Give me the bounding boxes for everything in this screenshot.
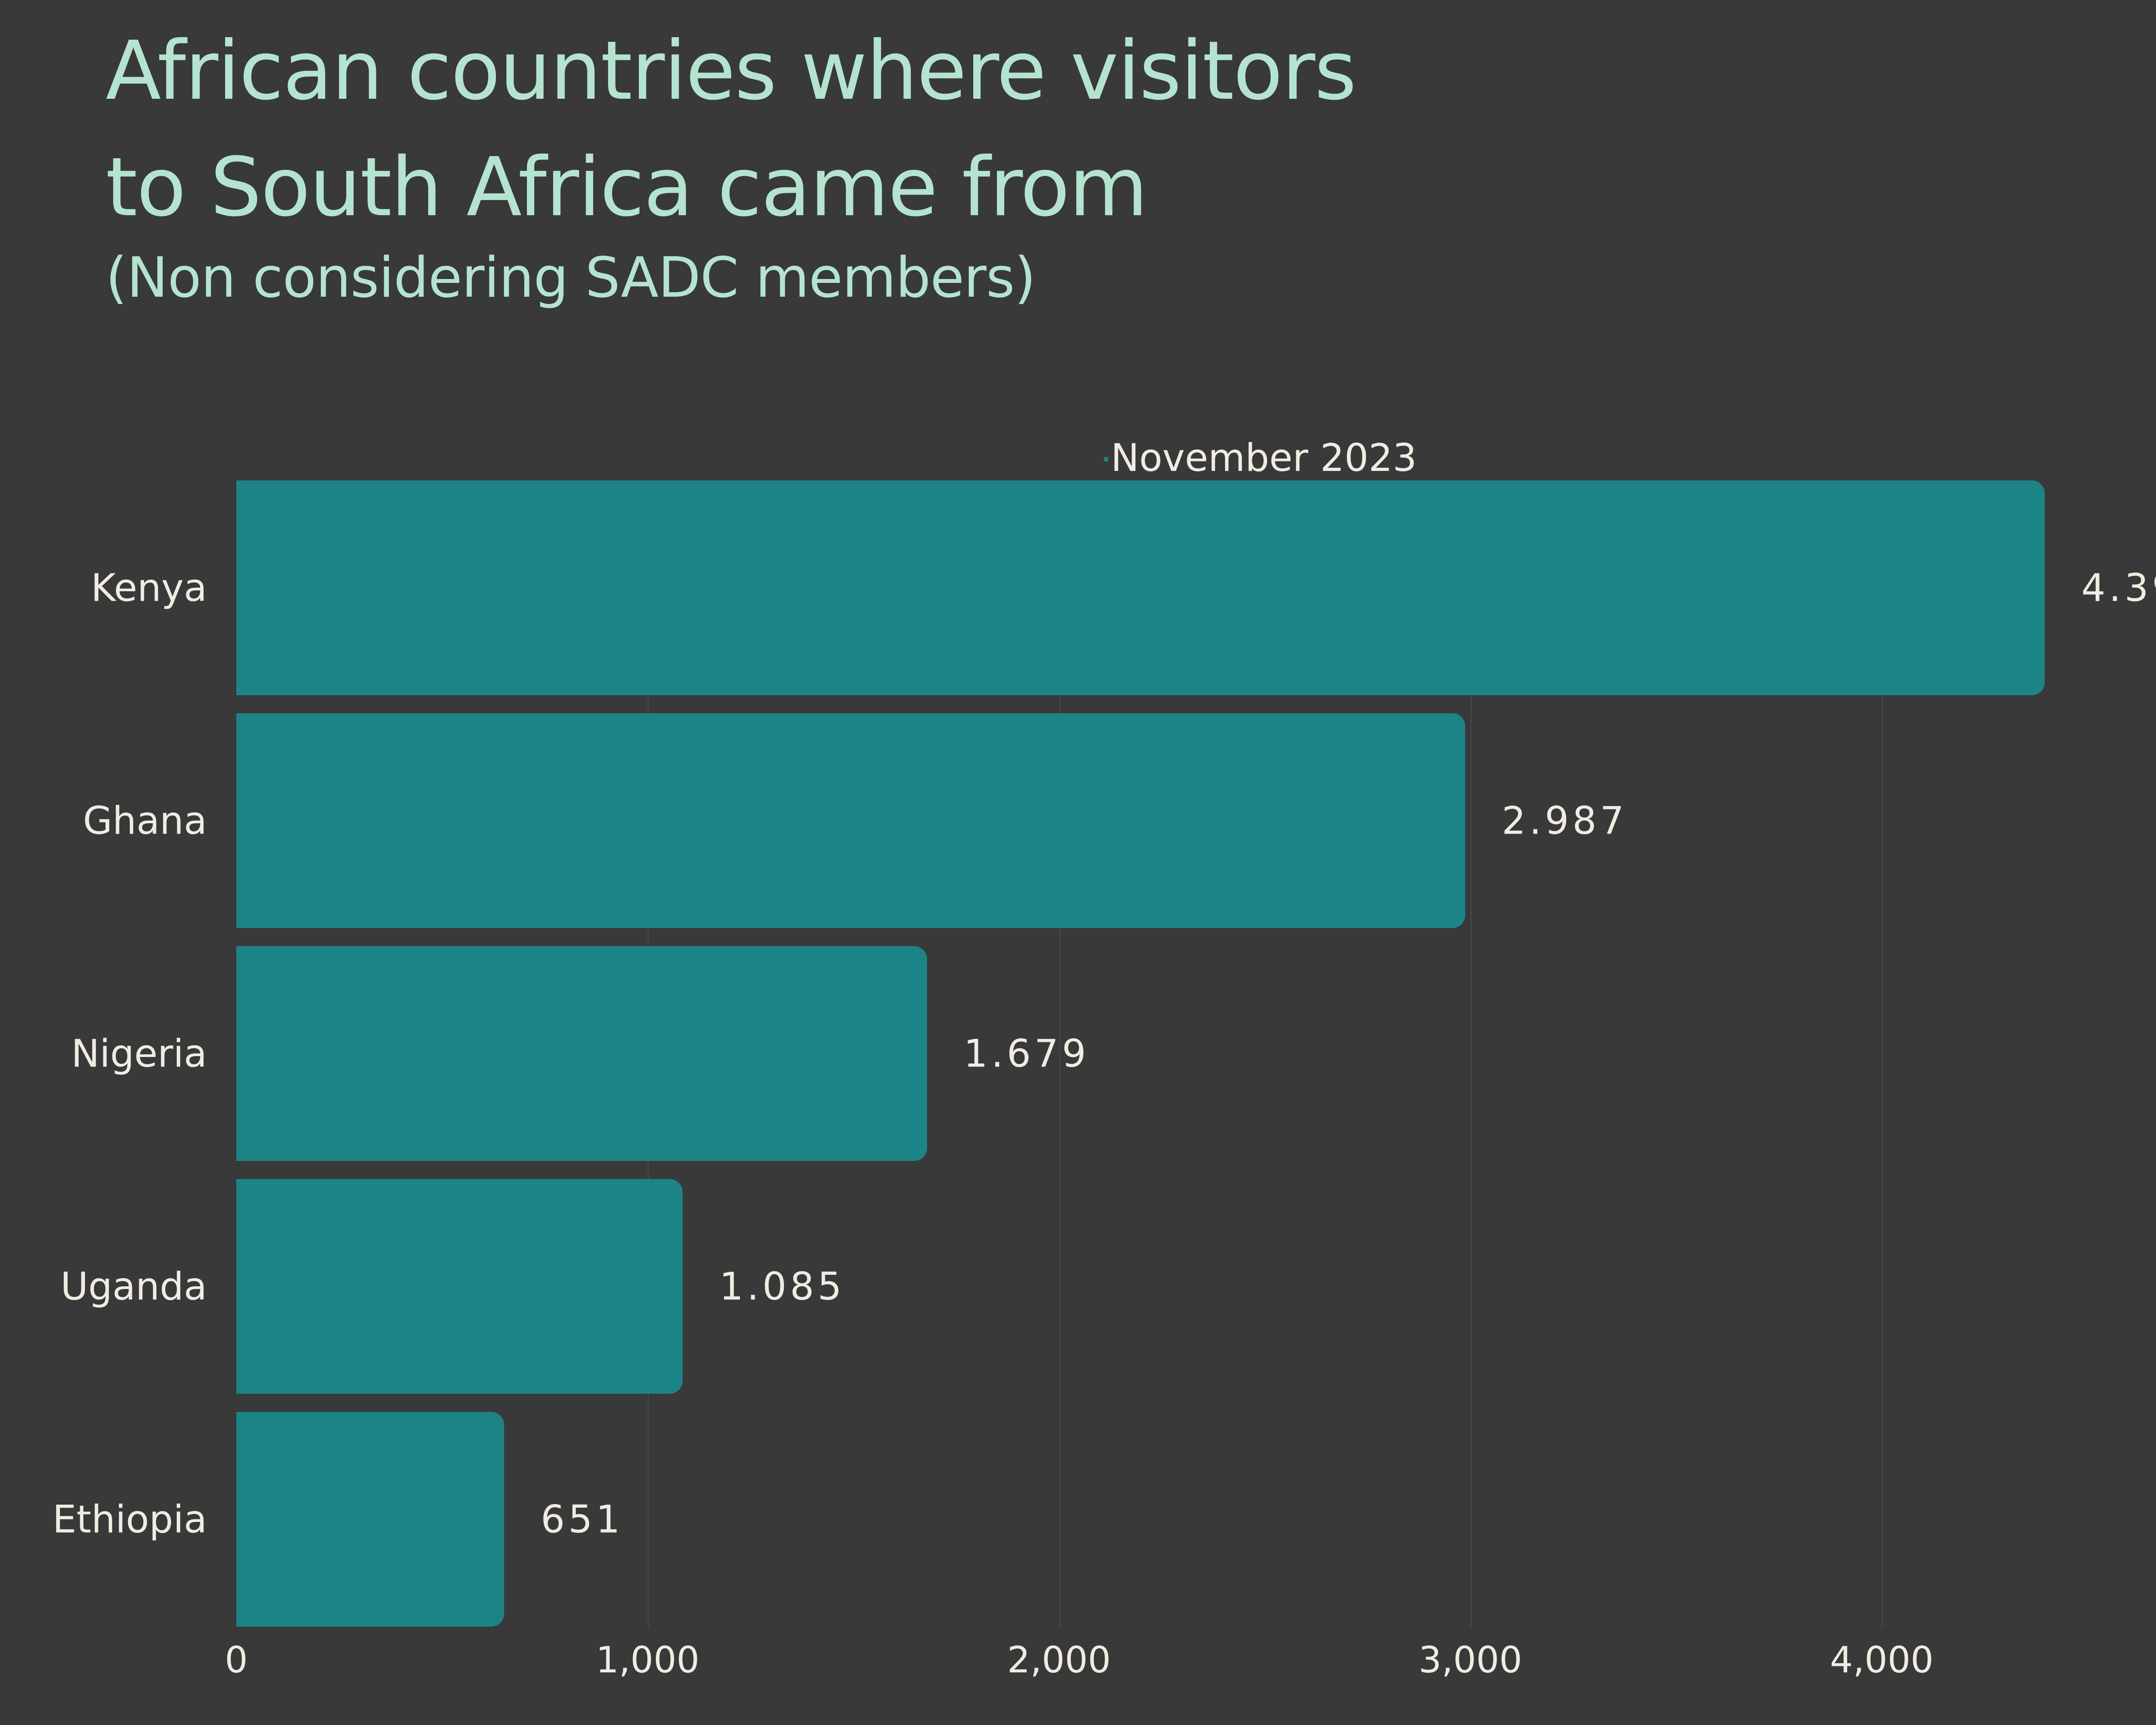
gridline: [1470, 480, 1472, 1628]
legend-swatch-icon: [1104, 457, 1108, 461]
chart-subtitle: (Non considering SADC members): [106, 246, 1036, 310]
value-label: 4.396: [2081, 565, 2156, 610]
value-label: 1.085: [719, 1264, 846, 1309]
x-tick-label: 0: [225, 1639, 248, 1681]
value-label: 1.679: [963, 1031, 1090, 1076]
bar-uganda[interactable]: [236, 1179, 683, 1394]
bar-ghana[interactable]: [236, 713, 1465, 928]
x-tick-label: 4,000: [1830, 1639, 1934, 1681]
gridline: [1882, 480, 1883, 1628]
chart-title-line-1: African countries where visitors: [106, 24, 1357, 118]
bar-ethiopia[interactable]: [236, 1412, 505, 1627]
chart-title: African countries where visitors to Sout…: [106, 13, 1357, 246]
value-label: 651: [541, 1497, 624, 1542]
bar-kenya[interactable]: [236, 480, 2045, 695]
value-label: 2.987: [1501, 798, 1628, 843]
legend: November 2023: [1104, 436, 1417, 480]
gridline: [1059, 480, 1060, 1628]
category-label: Uganda: [60, 1264, 207, 1309]
category-label: Nigeria: [71, 1031, 207, 1076]
category-label: Ethiopia: [52, 1497, 207, 1542]
legend-label: November 2023: [1111, 436, 1417, 480]
x-tick-label: 2,000: [1007, 1639, 1111, 1681]
plot-area: 4.396 2.987 1.679 1.085 651: [236, 480, 2156, 1628]
x-tick-label: 1,000: [595, 1639, 700, 1681]
category-label: Ghana: [83, 798, 207, 843]
x-tick-label: 3,000: [1418, 1639, 1523, 1681]
bar-nigeria[interactable]: [236, 946, 927, 1161]
chart-title-line-2: to South Africa came from: [106, 140, 1148, 235]
category-label: Kenya: [91, 565, 207, 610]
